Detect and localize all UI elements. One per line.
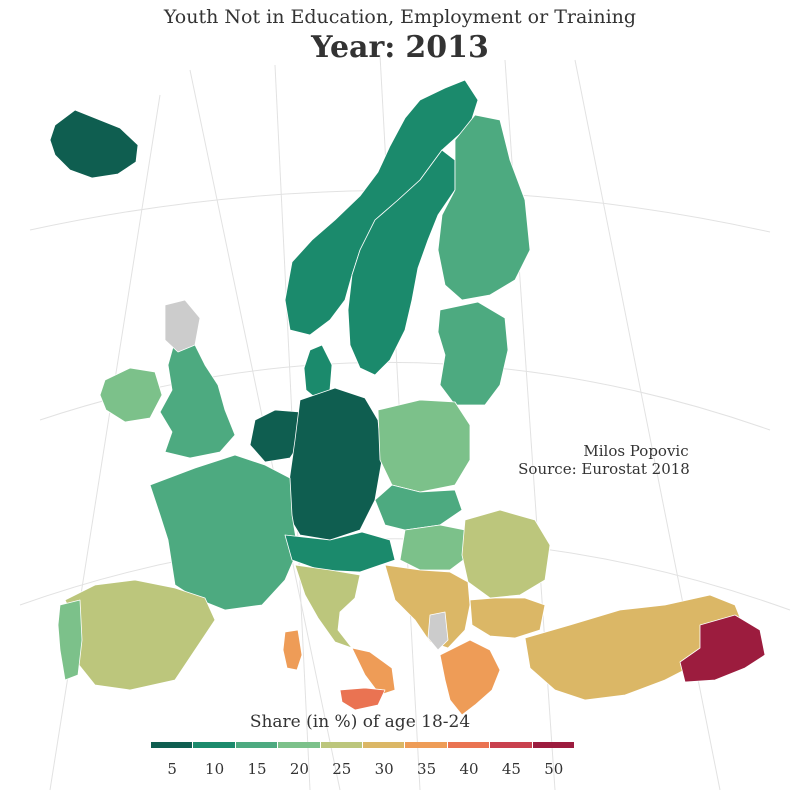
region-iceland — [49, 109, 139, 179]
region-scotland-no-data — [164, 299, 201, 353]
region-norway — [284, 79, 479, 336]
region-hungary — [399, 524, 471, 571]
legend-swatch — [363, 742, 406, 748]
region-balkans — [384, 564, 471, 649]
legend-color-bar — [151, 742, 576, 748]
legend-swatch — [447, 742, 491, 748]
legend-swatch — [193, 742, 236, 748]
legend-tick-label: 25 — [332, 760, 352, 778]
legend-swatch — [532, 742, 576, 748]
region-germany — [284, 387, 383, 541]
legend-tick-label: 45 — [501, 760, 521, 778]
region-balkans-no-data — [427, 611, 449, 651]
region-finland — [437, 114, 531, 301]
legend-tick-label: 35 — [417, 760, 437, 778]
legend-swatch — [235, 742, 279, 748]
region-south-italy — [351, 647, 396, 696]
legend-swatch — [151, 742, 194, 748]
legend-tick-label: 50 — [544, 760, 564, 778]
region-greece — [439, 639, 501, 716]
legend-tick-label: 5 — [167, 760, 177, 778]
region-ireland — [99, 367, 163, 423]
legend-swatch — [278, 742, 321, 748]
credit-author: Milos Popovic — [583, 442, 689, 460]
region-sicily — [339, 687, 386, 711]
region-bulgaria — [469, 597, 546, 639]
legend-tick-label: 40 — [459, 760, 479, 778]
legend-swatch — [405, 742, 448, 748]
legend-swatch — [320, 742, 364, 748]
region-sardinia — [282, 629, 303, 671]
region-romania — [461, 509, 551, 599]
region-baltics — [437, 301, 509, 406]
map-subtitle: Youth Not in Education, Employment or Tr… — [163, 6, 637, 28]
legend-swatch — [490, 742, 533, 748]
map-title-year: 2013 — [405, 30, 489, 65]
region-czech-slovakia — [374, 484, 463, 531]
region-portugal — [57, 599, 83, 681]
legend-tick-label: 30 — [374, 760, 394, 778]
region-east-turkey — [679, 614, 766, 683]
legend-tick-label: 10 — [205, 760, 225, 778]
region-france — [149, 454, 299, 611]
legend-title: Share (in %) of age 18-24 — [249, 712, 471, 732]
credit-source: Source: Eurostat 2018 — [518, 460, 690, 478]
map-title: Year: 2013 — [0, 30, 800, 65]
legend-tick-label: 15 — [247, 760, 267, 778]
region-poland — [377, 399, 471, 493]
region-alpine — [284, 531, 396, 573]
legend-tick-label: 20 — [289, 760, 309, 778]
map-title-label: Year: — [311, 30, 396, 65]
region-shapes — [49, 79, 766, 716]
region-italy — [294, 564, 361, 649]
region-spain — [64, 579, 216, 691]
region-sweden — [347, 149, 456, 376]
